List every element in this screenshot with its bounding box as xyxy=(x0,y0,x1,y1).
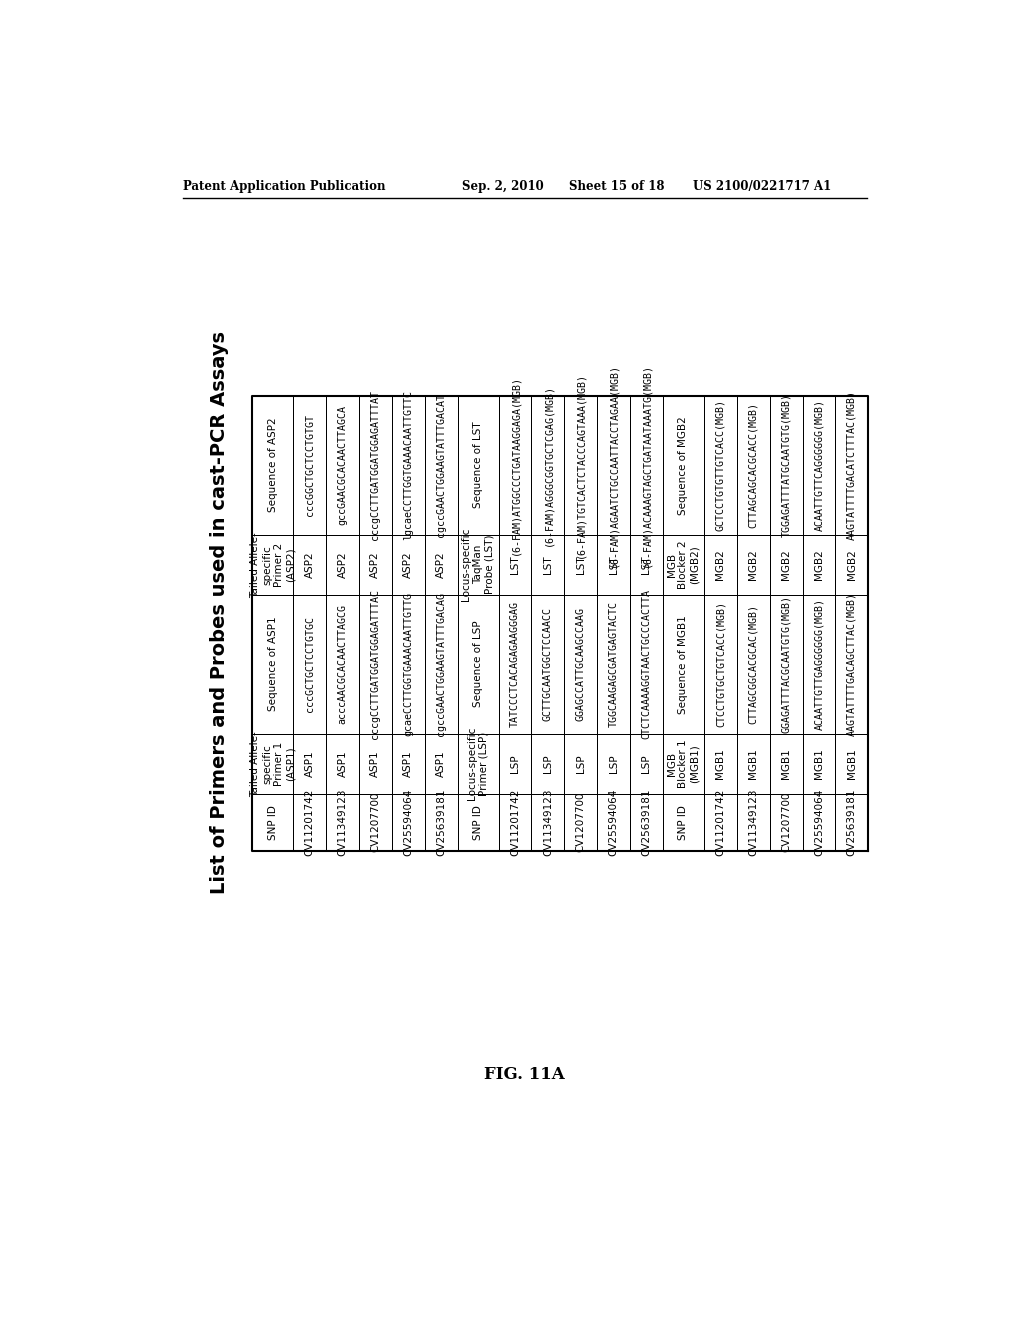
Text: AAGTATTTTGACAGCTTAC(MGB): AAGTATTTTGACAGCTTAC(MGB) xyxy=(847,593,857,737)
Text: LST: LST xyxy=(575,556,586,574)
Text: Sep. 2, 2010: Sep. 2, 2010 xyxy=(462,181,544,194)
Text: CV11349123: CV11349123 xyxy=(543,788,553,855)
Text: cccgCCTTGATGGATGGAGATTTAT: cccgCCTTGATGGATGGAGATTTAT xyxy=(371,391,381,540)
Text: LST: LST xyxy=(641,556,651,574)
Text: CV11349123: CV11349123 xyxy=(749,788,758,855)
Text: CV11349123: CV11349123 xyxy=(338,788,347,855)
Text: TATCCCTCACAGAGAAGGGAG: TATCCCTCACAGAGAAGGGAG xyxy=(510,601,520,727)
Text: ASP1: ASP1 xyxy=(338,750,347,777)
Text: CTCTCAAAAGGTAACTGCCCACTTA: CTCTCAAAAGGTAACTGCCCACTTA xyxy=(641,589,651,739)
Text: ACAATTGTTGAGGGGGG(MGB): ACAATTGTTGAGGGGGG(MGB) xyxy=(814,598,824,730)
Text: (6-FAM)ACAAAGTAGCTGATAATAAATG(MGB): (6-FAM)ACAAAGTAGCTGATAATAAATG(MGB) xyxy=(641,363,651,568)
Text: CTCCTGTGCTGTCACC(MGB): CTCCTGTGCTGTCACC(MGB) xyxy=(716,601,725,727)
Text: CV25639181: CV25639181 xyxy=(436,788,446,855)
Text: LST: LST xyxy=(543,556,553,574)
Text: Sequence of ASP2: Sequence of ASP2 xyxy=(267,418,278,512)
Text: Tailed Allele-
specific
Primer 2
(ASP2): Tailed Allele- specific Primer 2 (ASP2) xyxy=(250,532,295,598)
Text: LSP: LSP xyxy=(543,754,553,774)
Text: cccGGCTGCTCCTGTGT: cccGGCTGCTCCTGTGT xyxy=(305,414,314,516)
Text: ASP1: ASP1 xyxy=(371,750,381,777)
Text: SNP ID: SNP ID xyxy=(473,805,483,840)
Text: CV11201742: CV11201742 xyxy=(305,788,314,855)
Text: SNP ID: SNP ID xyxy=(679,805,688,840)
Text: (6-FAM)TGTCACTCTACCCAGTAAA(MGB): (6-FAM)TGTCACTCTACCCAGTAAA(MGB) xyxy=(575,372,586,558)
Text: GGAGATTTACGCAATGTG(MGB): GGAGATTTACGCAATGTG(MGB) xyxy=(781,595,792,733)
Text: Sequence of MGB2: Sequence of MGB2 xyxy=(679,416,688,515)
Text: Locus-specific
TaqMan
Probe (LST): Locus-specific TaqMan Probe (LST) xyxy=(462,528,495,602)
Text: (6-FAM)ATGGCCCTGATAAGGAGA(MGB): (6-FAM)ATGGCCCTGATAAGGAGA(MGB) xyxy=(510,375,520,556)
Text: Patent Application Publication: Patent Application Publication xyxy=(183,181,385,194)
Text: ASP2: ASP2 xyxy=(436,552,446,578)
Text: CV25639181: CV25639181 xyxy=(641,788,651,855)
Text: CV25594064: CV25594064 xyxy=(403,788,414,855)
Text: LSP: LSP xyxy=(575,754,586,774)
Text: (6-FAM)AGAATCTGCCAATTACCTAGAA(MGB): (6-FAM)AGAATCTGCCAATTACCTAGAA(MGB) xyxy=(608,363,618,568)
Text: LSP: LSP xyxy=(510,754,520,774)
Text: MGB2: MGB2 xyxy=(781,549,792,579)
Text: cccgCCTTGATGGATGGAGATTTAC: cccgCCTTGATGGATGGAGATTTAC xyxy=(371,589,381,739)
Text: Sequence of MGB1: Sequence of MGB1 xyxy=(679,615,688,714)
Text: Locus-specific
Primer (LSP): Locus-specific Primer (LSP) xyxy=(467,727,488,800)
Text: CV11201742: CV11201742 xyxy=(716,788,725,855)
Text: ASP1: ASP1 xyxy=(403,750,414,777)
Text: CTTAGCAGCACGCACC(MGB): CTTAGCAGCACGCACC(MGB) xyxy=(749,403,758,528)
Text: cgccGAACTGGAAGTATTTGACAT: cgccGAACTGGAAGTATTTGACAT xyxy=(436,393,446,537)
Text: CTTAGCGGCACGCAC(MGB): CTTAGCGGCACGCAC(MGB) xyxy=(749,605,758,725)
Text: MGB
Blocker 1
(MGB1): MGB Blocker 1 (MGB1) xyxy=(667,739,700,788)
Text: MGB1: MGB1 xyxy=(814,748,824,779)
Text: ASP1: ASP1 xyxy=(436,750,446,777)
Text: ACAATTGTTCAGGGGGG(MGB): ACAATTGTTCAGGGGGG(MGB) xyxy=(814,399,824,531)
Text: LSP: LSP xyxy=(641,754,651,774)
Text: MGB1: MGB1 xyxy=(749,748,758,779)
Text: LST: LST xyxy=(510,556,520,574)
Text: lgcaeCCTTGGTGAAACAATTGTTC: lgcaeCCTTGGTGAAACAATTGTTC xyxy=(403,391,414,540)
Text: CV11201742: CV11201742 xyxy=(510,788,520,855)
Text: LST: LST xyxy=(608,556,618,574)
Text: TGGCAAGAGCGATGAGTACTC: TGGCAAGAGCGATGAGTACTC xyxy=(608,601,618,727)
Text: ASP2: ASP2 xyxy=(305,552,314,578)
Text: Sequence of LST: Sequence of LST xyxy=(473,422,483,508)
Text: US 2100/0221717 A1: US 2100/0221717 A1 xyxy=(692,181,830,194)
Text: MGB1: MGB1 xyxy=(781,748,792,779)
Text: AAGTATTTTGACATCTTTAC(MGB): AAGTATTTTGACATCTTTAC(MGB) xyxy=(847,391,857,540)
Text: FIG. 11A: FIG. 11A xyxy=(484,1067,565,1084)
Text: GCTCCTGTGTTGTCACC(MGB): GCTCCTGTGTTGTCACC(MGB) xyxy=(716,399,725,531)
Text: CV25594064: CV25594064 xyxy=(814,788,824,855)
Text: List of Primers and Probes used in cast-PCR Assays: List of Primers and Probes used in cast-… xyxy=(210,331,228,894)
Text: Tailed Allele-
specific
Primer 1
(ASP1): Tailed Allele- specific Primer 1 (ASP1) xyxy=(250,731,295,796)
Text: acccAACGCACAACTTAGCG: acccAACGCACAACTTAGCG xyxy=(338,605,347,725)
Text: GCTTGCAATGGCTCCAACC: GCTTGCAATGGCTCCAACC xyxy=(543,607,553,721)
Text: (6-FAM)AGGGCGGTGCTCGAG(MGB): (6-FAM)AGGGCGGTGCTCGAG(MGB) xyxy=(543,384,553,546)
Text: ASP1: ASP1 xyxy=(305,750,314,777)
Text: CV25594064: CV25594064 xyxy=(608,788,618,855)
Text: TGGAGATTTАТGCAATGTG(MGB): TGGAGATTTАТGCAATGTG(MGB) xyxy=(781,393,792,537)
Text: cccGCTGCTCCTGTGC: cccGCTGCTCCTGTGC xyxy=(305,616,314,713)
Text: MGB
Blocker 2
(MGB2): MGB Blocker 2 (MGB2) xyxy=(667,540,700,589)
Text: Sequence of LSP: Sequence of LSP xyxy=(473,620,483,708)
Text: CV1207700: CV1207700 xyxy=(781,792,792,853)
Text: MGB1: MGB1 xyxy=(716,748,725,779)
Text: LSP: LSP xyxy=(608,754,618,774)
Text: ASP2: ASP2 xyxy=(403,552,414,578)
Text: MGB2: MGB2 xyxy=(847,549,857,579)
Text: CV1207700: CV1207700 xyxy=(575,792,586,853)
Text: ASP2: ASP2 xyxy=(338,552,347,578)
Text: ASP2: ASP2 xyxy=(371,552,381,578)
Text: MGB2: MGB2 xyxy=(716,549,725,579)
Text: CV1207700: CV1207700 xyxy=(371,792,381,853)
Text: gccGAACGCACAACTTAGCA: gccGAACGCACAACTTAGCA xyxy=(338,405,347,525)
Text: gcaeCCTTGGTGAAACAATTGTTG: gcaeCCTTGGTGAAACAATTGTTG xyxy=(403,593,414,737)
Text: SNP ID: SNP ID xyxy=(267,805,278,840)
Text: Sequence of ASP1: Sequence of ASP1 xyxy=(267,616,278,711)
Text: CV25639181: CV25639181 xyxy=(847,788,857,855)
Text: MGB2: MGB2 xyxy=(749,549,758,579)
Text: MGB1: MGB1 xyxy=(847,748,857,779)
Text: MGB2: MGB2 xyxy=(814,549,824,579)
Text: cgccGAACTGGAAGTATTTGACAG: cgccGAACTGGAAGTATTTGACAG xyxy=(436,593,446,737)
Text: Sheet 15 of 18: Sheet 15 of 18 xyxy=(569,181,665,194)
Text: GGAGCCATTGCAAGCCAAG: GGAGCCATTGCAAGCCAAG xyxy=(575,607,586,721)
